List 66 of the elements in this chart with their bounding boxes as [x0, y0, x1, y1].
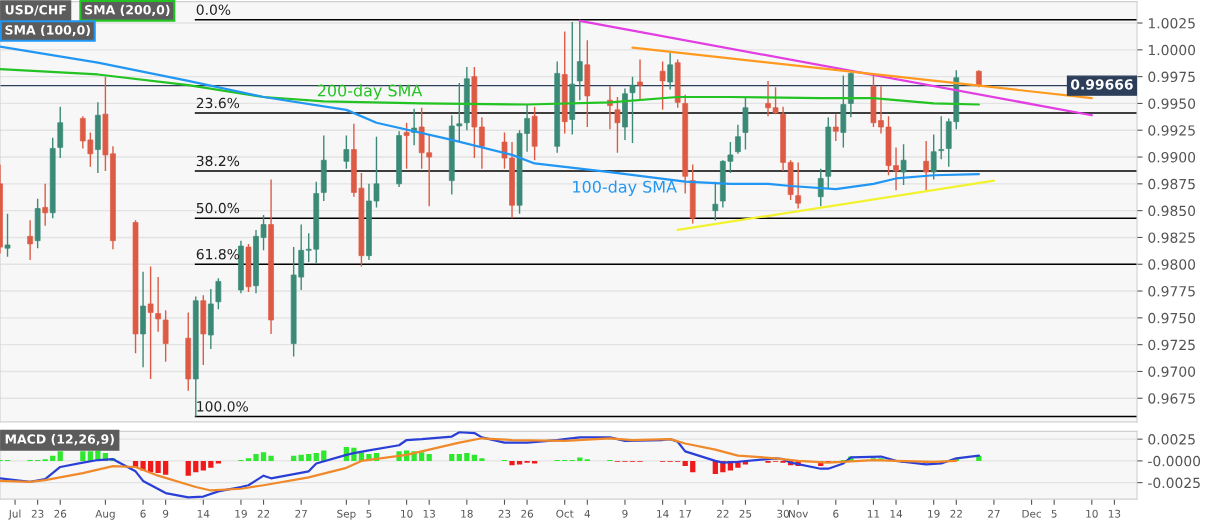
- y-tick-label: 0.9900: [1148, 152, 1196, 163]
- x-tick-label: 23: [31, 509, 44, 518]
- x-tick-label: 6: [140, 509, 146, 518]
- y-tick-label: 0.9925: [1148, 125, 1195, 136]
- x-tick-label: 22: [257, 509, 270, 518]
- text: SMA (200,0): [85, 4, 170, 17]
- x-tick-label: Nov: [789, 509, 809, 518]
- x-tick-label: 27: [295, 509, 307, 518]
- annotation: 100.0%: [197, 401, 248, 412]
- annotation: 200-day SMA: [317, 84, 423, 100]
- x-tick-label: 9: [163, 509, 169, 518]
- annotation: 38.2%: [196, 155, 240, 167]
- y-tick-label: 0.9775: [1148, 286, 1195, 297]
- y-tick-label: 0.9950: [1148, 98, 1196, 109]
- x-tick-label: 22: [950, 509, 962, 518]
- x-tick-label: Sep: [337, 509, 356, 520]
- annotation: 100-day SMA: [573, 180, 677, 196]
- y-tick-label: 1.0025: [1148, 17, 1195, 29]
- ref-line-label: 0.99666: [1070, 79, 1133, 90]
- x-tick-label: 18: [461, 509, 473, 518]
- x-tick-label: 19: [928, 509, 940, 518]
- annotation: 50.0%: [196, 202, 240, 214]
- annotation: 0.0%: [196, 4, 231, 15]
- chart-title: MACD (12,26,9): [5, 434, 114, 446]
- y-tick-label: 0.9700: [1148, 366, 1196, 377]
- x-tick-label: 4: [584, 509, 591, 518]
- x-tick-label: 10: [1086, 509, 1098, 518]
- x-tick-label: 10: [401, 509, 413, 518]
- x-tick-label: 14: [657, 509, 669, 518]
- y-tick-label: 0.9825: [1148, 232, 1195, 243]
- annotation: 23.6%: [196, 97, 240, 109]
- x-tick-label: 9: [622, 509, 628, 518]
- x-tick-label: 25: [739, 509, 752, 518]
- x-tick-label: 17: [679, 509, 691, 518]
- x-tick-label: 26: [521, 509, 534, 518]
- x-tick-label: 30: [777, 509, 790, 518]
- y-tick-label: 0.9725: [1148, 339, 1195, 351]
- x-tick-label: 14: [890, 509, 903, 518]
- y-tick-label: 0.9875: [1148, 178, 1195, 190]
- x-tick-label: 14: [197, 509, 210, 518]
- x-tick-label: 5: [1051, 509, 1057, 518]
- x-tick-label: 11: [867, 509, 880, 518]
- y-tick-label: -0.0000: [1148, 455, 1201, 467]
- x-tick-label: 19: [235, 509, 247, 518]
- x-tick-label: 23: [498, 509, 511, 518]
- x-tick-label: 6: [833, 509, 839, 518]
- y-tick-label: -0.0025: [1148, 477, 1200, 489]
- x-tick-label: 27: [988, 509, 1000, 518]
- chart-title: USD/CHF: [5, 5, 66, 16]
- x-tick-label: 26: [54, 509, 67, 518]
- y-tick-label: 0.9975: [1148, 71, 1195, 83]
- x-tick-label: 13: [423, 509, 435, 518]
- x-tick-label: Dec: [1022, 509, 1042, 518]
- y-tick-label: 0.9750: [1148, 312, 1196, 324]
- x-tick-label: Aug: [95, 509, 115, 520]
- x-tick-label: 13: [1108, 509, 1121, 518]
- y-tick-label: 0.9675: [1148, 393, 1195, 404]
- y-tick-label: 1.0000: [1148, 44, 1196, 56]
- x-tick-label: Jul: [8, 509, 21, 520]
- series-label: SMA (100,0): [5, 24, 90, 37]
- x-tick-label: Oct: [556, 509, 574, 518]
- x-tick-label: 22: [716, 509, 729, 518]
- y-tick-label: 0.9850: [1148, 205, 1196, 217]
- y-tick-label: 0.0025: [1148, 434, 1195, 445]
- x-tick-label: 5: [366, 509, 372, 518]
- y-tick-label: 0.9800: [1148, 259, 1196, 270]
